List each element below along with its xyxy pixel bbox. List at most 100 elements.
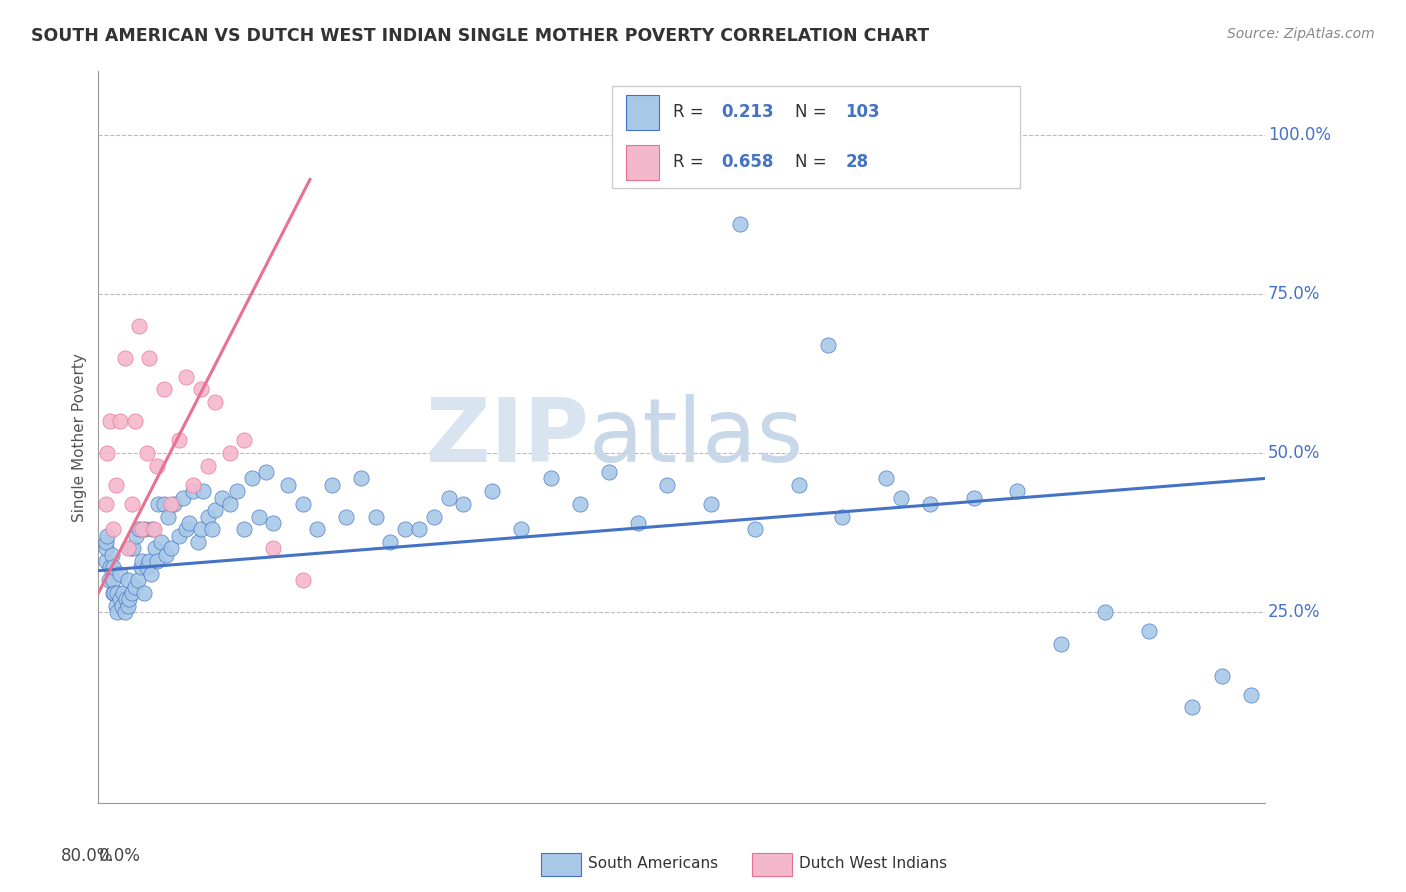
Text: 0.658: 0.658	[721, 153, 773, 171]
Point	[1181, 700, 1204, 714]
Point	[105, 586, 128, 600]
Point	[101, 586, 124, 600]
Point	[105, 605, 128, 619]
Y-axis label: Single Mother Poverty: Single Mother Poverty	[72, 352, 87, 522]
Point	[117, 573, 139, 587]
Point	[124, 580, 146, 594]
Point	[240, 471, 263, 485]
Point	[98, 414, 121, 428]
Point	[174, 369, 197, 384]
Point	[121, 586, 143, 600]
Point	[103, 586, 125, 600]
Text: ZIP: ZIP	[426, 393, 589, 481]
Point	[187, 535, 209, 549]
Text: 100.0%: 100.0%	[1268, 126, 1330, 144]
Point	[193, 484, 215, 499]
Text: 0.213: 0.213	[721, 103, 775, 121]
Point	[153, 497, 176, 511]
FancyBboxPatch shape	[626, 145, 658, 179]
Point	[263, 541, 285, 556]
Point	[94, 541, 117, 556]
Point	[307, 522, 329, 536]
Point	[155, 548, 177, 562]
Point	[121, 497, 143, 511]
Point	[190, 522, 212, 536]
Point	[100, 548, 122, 562]
Point	[364, 509, 387, 524]
Point	[163, 497, 186, 511]
Point	[380, 535, 402, 549]
Point	[132, 586, 155, 600]
Point	[129, 560, 152, 574]
Point	[135, 446, 157, 460]
Point	[1240, 688, 1263, 702]
Point	[112, 586, 135, 600]
Point	[1137, 624, 1160, 638]
Point	[94, 554, 117, 568]
Point	[451, 497, 474, 511]
Point	[657, 477, 679, 491]
Text: R =: R =	[672, 103, 703, 121]
Point	[110, 414, 132, 428]
Point	[127, 573, 149, 587]
Point	[181, 477, 204, 491]
Point	[218, 497, 240, 511]
Point	[110, 592, 132, 607]
Text: 25.0%: 25.0%	[1268, 603, 1320, 621]
Point	[181, 484, 204, 499]
Point	[394, 522, 416, 536]
Point	[263, 516, 285, 530]
Point	[1094, 605, 1116, 619]
Point	[321, 477, 343, 491]
Point	[125, 529, 148, 543]
Point	[101, 560, 124, 574]
Point	[510, 522, 533, 536]
Point	[148, 497, 170, 511]
Point	[700, 497, 723, 511]
Point	[875, 471, 897, 485]
Point	[128, 522, 150, 536]
Text: R =: R =	[672, 153, 703, 171]
Point	[167, 529, 190, 543]
Point	[627, 516, 650, 530]
Point	[101, 522, 124, 536]
Point	[142, 522, 165, 536]
Text: Dutch West Indians: Dutch West Indians	[799, 856, 946, 871]
Point	[204, 503, 226, 517]
FancyBboxPatch shape	[612, 86, 1021, 188]
Text: 50.0%: 50.0%	[1268, 444, 1320, 462]
Text: N =: N =	[796, 103, 827, 121]
Point	[124, 414, 146, 428]
Point	[247, 509, 270, 524]
Point	[131, 554, 153, 568]
Point	[135, 560, 157, 574]
Point	[408, 522, 430, 536]
Point	[134, 522, 156, 536]
Point	[1211, 668, 1233, 682]
Point	[423, 509, 446, 524]
Text: 28: 28	[845, 153, 869, 171]
Point	[211, 491, 233, 505]
Point	[890, 491, 912, 505]
Point	[146, 554, 169, 568]
Point	[94, 497, 117, 511]
Text: atlas: atlas	[589, 393, 804, 481]
Text: SOUTH AMERICAN VS DUTCH WEST INDIAN SINGLE MOTHER POVERTY CORRELATION CHART: SOUTH AMERICAN VS DUTCH WEST INDIAN SING…	[31, 27, 929, 45]
Point	[174, 522, 197, 536]
Text: South Americans: South Americans	[588, 856, 718, 871]
Point	[104, 599, 127, 613]
Point	[831, 509, 853, 524]
Point	[291, 497, 314, 511]
Point	[94, 535, 117, 549]
Point	[1050, 637, 1073, 651]
Point	[141, 522, 163, 536]
Point	[177, 516, 200, 530]
Point	[118, 592, 141, 607]
Point	[277, 477, 299, 491]
Point	[96, 446, 118, 460]
Point	[568, 497, 591, 511]
Text: 75.0%: 75.0%	[1268, 285, 1320, 303]
Point	[110, 566, 132, 581]
Point	[233, 522, 256, 536]
Point	[160, 497, 183, 511]
